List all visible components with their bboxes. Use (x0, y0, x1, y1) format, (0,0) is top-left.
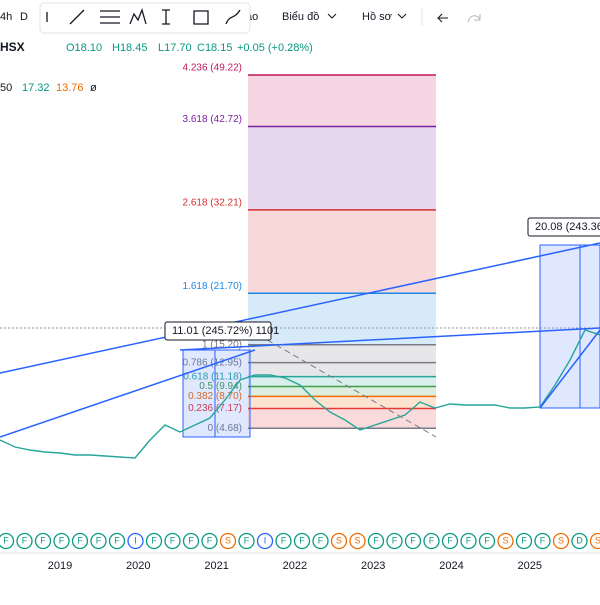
year-label: 2019 (48, 560, 72, 572)
ohlc: L17.70 (158, 42, 192, 54)
event-label: S (558, 535, 564, 545)
ohlc: O18.10 (66, 42, 102, 54)
fib-zone (248, 293, 436, 345)
year-label: 2024 (439, 560, 463, 572)
timeframe[interactable]: 4h (0, 11, 12, 23)
drawing-toolbar (40, 3, 250, 33)
change: +0.05 (+0.28%) (237, 42, 313, 54)
indicator: 50 (0, 82, 12, 94)
year-label: 2020 (126, 560, 150, 572)
fib-label: 2.618 (32.21) (183, 198, 243, 209)
fib-zone (248, 386, 436, 396)
indicator: ø (90, 82, 97, 94)
timeframe[interactable]: D (20, 11, 28, 23)
ohlc: C18.15 (197, 42, 232, 54)
event-label: S (595, 535, 600, 545)
event-label: F (521, 535, 527, 545)
event-label: F (170, 535, 176, 545)
symbol: HSX (0, 40, 25, 54)
event-label: I (134, 535, 137, 545)
event-label: I (264, 535, 267, 545)
ohlc: H18.45 (112, 42, 147, 54)
event-label: S (502, 535, 508, 545)
event-label: D (576, 535, 583, 545)
fib-zone (248, 210, 436, 293)
annotation: 11.01 (245.72%) 1101 (172, 325, 279, 337)
event-label: F (188, 535, 194, 545)
event-label: F (410, 535, 416, 545)
indicator: 17.32 (22, 82, 50, 94)
event-label: F (281, 535, 287, 545)
event-label: S (336, 535, 342, 545)
year-label: 2025 (518, 560, 542, 572)
event-label: F (40, 535, 46, 545)
event-label: F (318, 535, 324, 545)
event-label: F (484, 535, 490, 545)
event-label: F (114, 535, 120, 545)
event-label: S (354, 535, 360, 545)
fib-label: 3.618 (42.72) (183, 114, 243, 125)
fib-zone (248, 363, 436, 377)
fib-zone (248, 127, 436, 210)
event-label: F (373, 535, 379, 545)
menu[interactable]: Biểu đồ (282, 11, 319, 23)
fib-zone (248, 75, 436, 127)
annotation: 20.08 (243.36% (535, 221, 600, 233)
menu[interactable]: Hồ sơ (362, 11, 392, 23)
measure-box (540, 245, 600, 408)
event-label: F (151, 535, 157, 545)
event-label: F (22, 535, 28, 545)
year-label: 2023 (361, 560, 385, 572)
event-label: F (96, 535, 102, 545)
fib-label: 1.618 (21.70) (183, 281, 243, 292)
event-label: F (3, 535, 9, 545)
fib-label: 4.236 (49.22) (183, 63, 243, 74)
event-label: F (244, 535, 250, 545)
fib-zone (248, 377, 436, 387)
event-label: F (429, 535, 435, 545)
event-label: F (77, 535, 83, 545)
event-label: F (207, 535, 213, 545)
fib-zone (248, 396, 436, 408)
event-label: F (392, 535, 398, 545)
event-label: F (59, 535, 65, 545)
event-label: S (225, 535, 231, 545)
fib-zone (248, 345, 436, 363)
event-label: F (447, 535, 453, 545)
indicator: 13.76 (56, 82, 84, 94)
event-label: F (466, 535, 472, 545)
event-label: F (540, 535, 546, 545)
event-label: F (299, 535, 305, 545)
year-label: 2021 (204, 560, 228, 572)
year-label: 2022 (283, 560, 307, 572)
